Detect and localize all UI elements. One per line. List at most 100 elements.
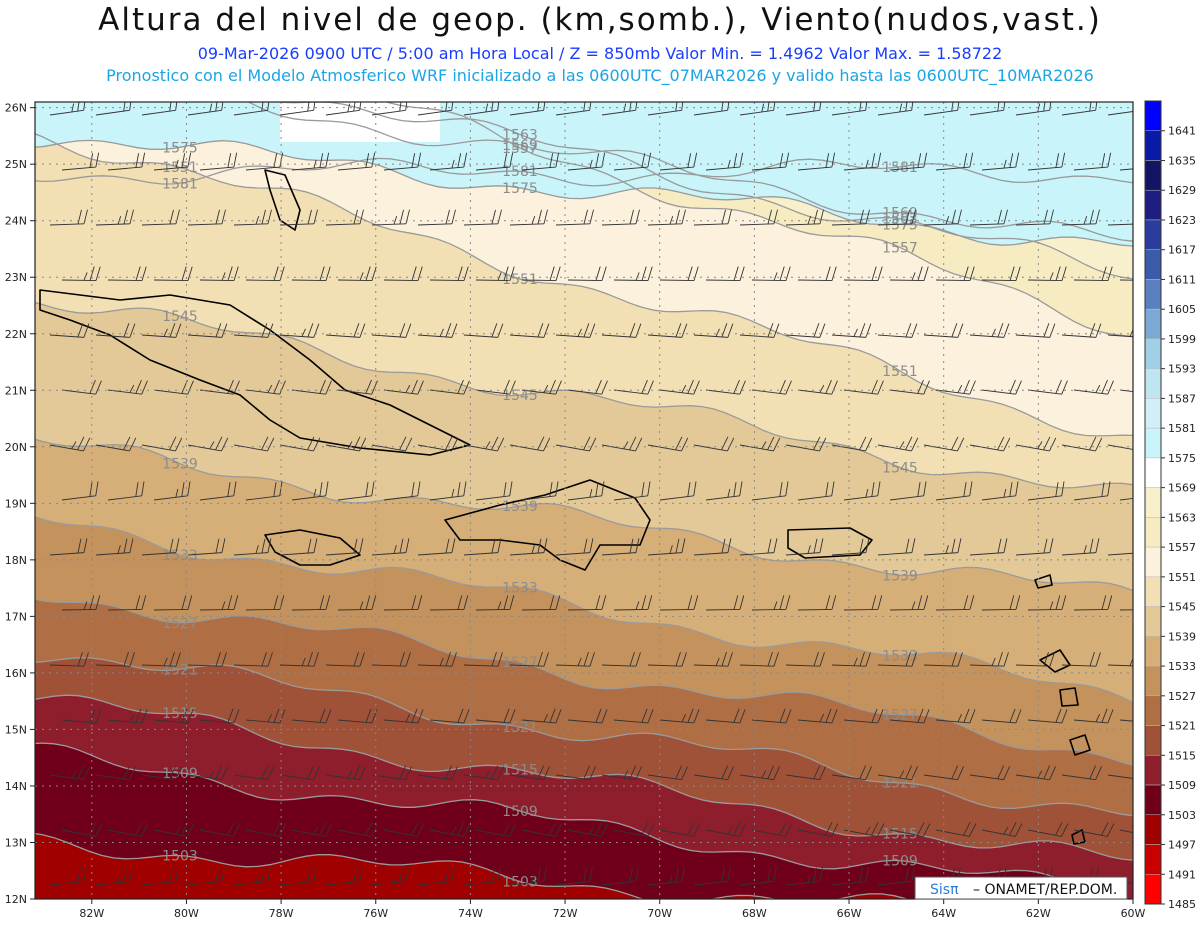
wind-barb — [647, 102, 685, 116]
wind-barb — [475, 152, 514, 171]
wind-barb — [923, 538, 962, 556]
grid-lines — [35, 102, 1133, 899]
wind-barb — [509, 102, 547, 116]
wind-barb — [567, 822, 609, 837]
colorbar-swatch — [1144, 249, 1162, 280]
wind-barb — [291, 266, 331, 282]
wind-barb — [107, 266, 147, 282]
wind-barb — [49, 209, 88, 226]
colorbar-label: 1539 — [1168, 630, 1196, 643]
colorbar-swatch — [1144, 755, 1162, 786]
wind-barb — [647, 436, 689, 452]
colorbar-swatch — [1144, 725, 1162, 756]
wind-barb — [475, 595, 515, 611]
wind-barb — [61, 481, 99, 501]
wind-barb — [969, 102, 1007, 116]
axes: 26N 25N 24N 23N 22N 21N 20N 19N 18N 17N 16N 15N 14N 1… — [5, 102, 1146, 920]
wind-barb — [509, 436, 551, 452]
wind-barb — [567, 379, 608, 395]
wind-barb — [61, 708, 102, 724]
wind-barb — [521, 595, 561, 611]
wind-barb — [1073, 708, 1114, 724]
wind-barb — [371, 651, 411, 667]
wind-barb — [797, 481, 835, 501]
wind-barb — [567, 595, 607, 611]
contour-label: 1575 — [162, 140, 198, 156]
wind-barb — [923, 765, 964, 781]
wind-barb — [233, 102, 271, 116]
contour-label: 1551 — [162, 160, 198, 176]
wind-barb — [877, 765, 918, 781]
wind-barb — [521, 822, 563, 837]
wind-barb — [95, 102, 133, 116]
wind-barb — [969, 436, 1011, 452]
map-subtitle: 09-Mar-2026 0900 UTC / 5:00 am Hora Loca… — [197, 44, 1003, 63]
wind-barb — [1119, 389, 1133, 395]
coastlines — [39, 169, 1091, 845]
wind-barb — [279, 436, 321, 452]
wind-barb — [981, 595, 1021, 611]
wind-barb — [705, 595, 745, 611]
wind-barb — [521, 379, 562, 395]
wind-barb — [613, 481, 651, 501]
wind-barb — [429, 152, 468, 171]
wind-barb — [279, 209, 318, 226]
wind-barb — [889, 266, 929, 282]
wind-barb — [325, 765, 366, 781]
contour-1533 — [35, 515, 1133, 704]
wind-barb — [647, 323, 688, 338]
wind-barb — [739, 867, 777, 886]
colorbar-swatch — [1144, 784, 1162, 816]
wind-barb — [705, 822, 747, 837]
wind-barb — [1015, 209, 1054, 226]
lat-label: 22N — [5, 328, 27, 341]
wind-barb — [705, 266, 745, 282]
wind-barb — [1061, 765, 1102, 781]
wind-barb — [199, 595, 239, 611]
wind-barb — [509, 651, 549, 667]
wind-barb — [969, 323, 1010, 338]
wind-barb — [1015, 765, 1056, 781]
colorbar-label: 1623 — [1168, 214, 1196, 227]
wind-barb — [843, 379, 884, 395]
wind-barb — [141, 765, 182, 781]
wind-barb — [613, 152, 652, 171]
contour-label: 1545 — [162, 309, 198, 325]
colorbar-swatch — [1144, 695, 1162, 726]
wind-barb — [153, 152, 192, 171]
wind-barb — [647, 867, 685, 886]
map-title: Altura del nivel de geop. (km,somb.), Vi… — [98, 2, 1102, 38]
wind-barb — [831, 765, 872, 781]
lon-label: 70W — [647, 907, 672, 920]
wind-barb — [935, 152, 974, 171]
wind-barb — [831, 209, 870, 226]
lon-label: 66W — [837, 907, 862, 920]
wind-barb — [889, 822, 931, 837]
coastline-7 — [1059, 687, 1079, 707]
wind-barb — [279, 538, 318, 556]
contour-label: 1581 — [502, 164, 538, 180]
colorbar-swatch — [1144, 130, 1162, 161]
plot-frame — [34, 101, 1134, 900]
wind-barb — [739, 323, 780, 338]
colorbar-label: 1605 — [1168, 303, 1196, 316]
wind-barb — [199, 379, 240, 395]
credit-brand: Sisπ — [930, 882, 959, 898]
wind-barb — [843, 708, 884, 724]
wind-barb — [831, 436, 873, 452]
colorbar-swatch — [1144, 219, 1162, 250]
wind-barb — [1027, 708, 1068, 724]
contour-label: 1551 — [882, 364, 918, 380]
wind-barb — [981, 822, 1023, 837]
colorbar-swatch — [1144, 576, 1162, 607]
wind-barb — [141, 867, 179, 886]
wind-barb — [969, 651, 1009, 667]
colorbar-swatch — [1144, 546, 1162, 578]
lat-label: 14N — [5, 780, 27, 793]
wind-barb — [475, 708, 516, 724]
wind-barb — [153, 595, 193, 611]
wind-barb — [233, 209, 272, 226]
contour-label: 1533 — [162, 548, 198, 564]
wind-barbs — [49, 102, 1133, 886]
